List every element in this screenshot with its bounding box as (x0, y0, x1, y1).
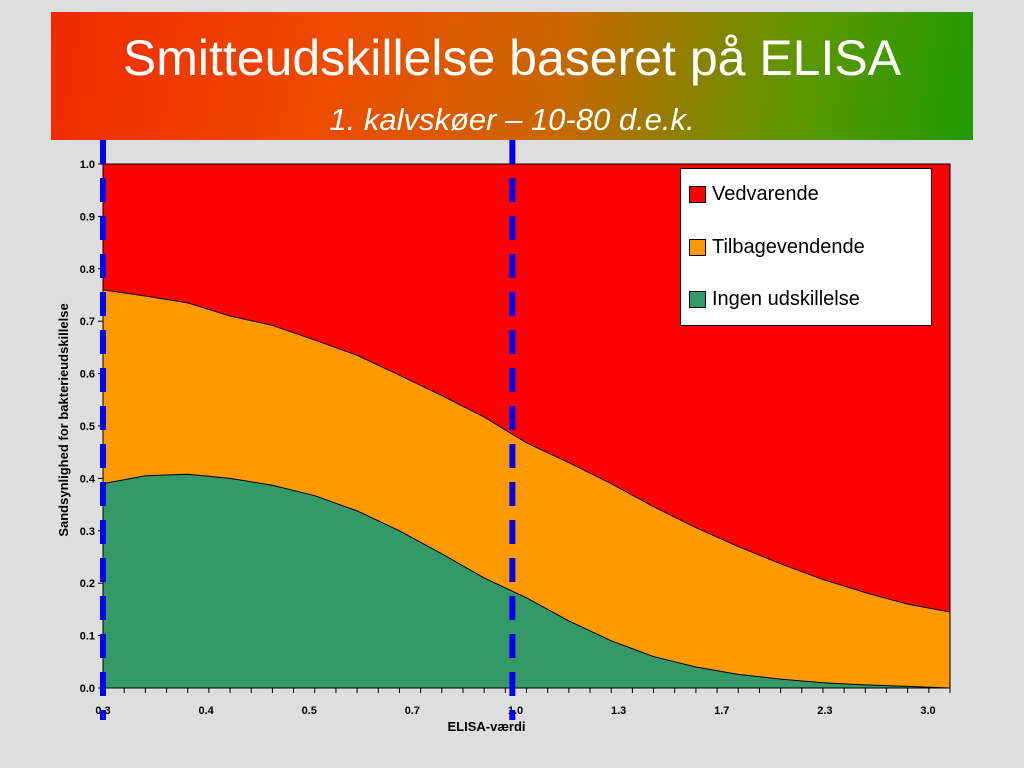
chart-legend: Vedvarende Tilbagevendende Ingen udskill… (680, 168, 932, 326)
y-tick-label: 0.7 (80, 316, 95, 328)
y-axis-label: Sandsynlighed for bakterieudskillelse (56, 303, 71, 536)
legend-swatch-ingen-udskillelse (689, 290, 706, 308)
y-tick-label: 1.0 (80, 159, 95, 171)
y-tick-label: 0.1 (80, 631, 95, 643)
area-tilbagevendende (103, 289, 950, 688)
x-tick-label: 1.7 (714, 705, 729, 717)
y-tick-label: 0.9 (80, 211, 95, 223)
y-tick-label: 0.6 (80, 369, 95, 381)
axes-layer: 0.00.10.20.30.40.50.60.70.80.91.00.30.40… (80, 159, 951, 717)
legend-label: Vedvarende (712, 182, 819, 205)
y-tick-label: 0.3 (80, 526, 95, 538)
legend-swatch-tilbagevendende (689, 238, 706, 256)
x-tick-label: 0.4 (198, 705, 214, 717)
x-tick-label: 2.3 (817, 705, 832, 717)
legend-swatch-vedvarende (689, 185, 706, 203)
area-ingen-udskillelse (103, 474, 950, 688)
legend-label: Tilbagevendende (712, 235, 865, 258)
x-tick-label: 0.5 (302, 705, 317, 717)
x-axis-label: ELISA-værdi (447, 719, 525, 734)
y-tick-label: 0.5 (80, 421, 95, 433)
title-banner: Smitteudskillelse baseret på ELISA 1. ka… (51, 12, 973, 140)
y-tick-label: 0.2 (80, 578, 95, 590)
legend-item-ingen-udskillelse: Ingen udskillelse (689, 288, 860, 310)
series-boundary-line (102, 289, 951, 613)
annotation-layer (100, 140, 516, 720)
legend-item-tilbagevendende: Tilbagevendende (689, 236, 865, 258)
slide-title: Smitteudskillelse baseret på ELISA (122, 30, 902, 86)
legend-item-vedvarende: Vedvarende (689, 183, 819, 205)
y-tick-label: 0.4 (80, 473, 96, 485)
y-tick-label: 0.8 (80, 264, 95, 276)
x-tick-label: 0.7 (405, 705, 420, 717)
slide-subtitle: 1. kalvskøer – 10-80 d.e.k. (329, 102, 695, 137)
legend-label: Ingen udskillelse (712, 287, 860, 310)
x-tick-label: 3.0 (920, 705, 935, 717)
x-tick-label: 1.3 (611, 705, 626, 717)
series-boundary-line (102, 473, 951, 689)
y-tick-label: 0.0 (80, 683, 95, 695)
